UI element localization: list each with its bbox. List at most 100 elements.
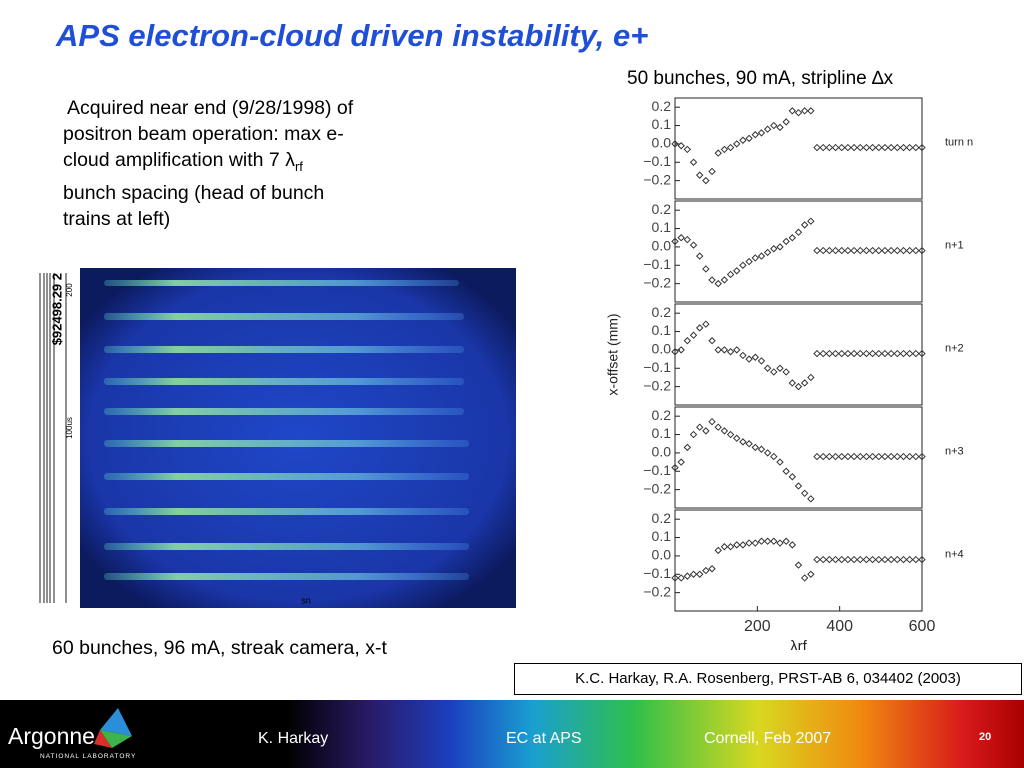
point xyxy=(751,353,759,361)
point xyxy=(918,349,926,358)
point xyxy=(844,349,852,358)
point xyxy=(893,452,902,461)
point xyxy=(763,537,772,545)
point xyxy=(757,357,766,365)
point xyxy=(677,346,685,354)
point xyxy=(831,246,840,255)
text-line: bunch spacing (head of bunch xyxy=(63,181,325,204)
point xyxy=(689,570,698,578)
y-tick-label: 0.2 xyxy=(652,98,672,114)
point xyxy=(763,364,772,372)
point xyxy=(844,143,852,152)
point xyxy=(856,143,864,152)
text-line: cloud amplification with 7 λrf xyxy=(63,147,463,180)
slide-title: APS electron-cloud driven instability, e… xyxy=(56,18,649,53)
point xyxy=(881,555,889,564)
point xyxy=(763,125,772,133)
text: cloud amplification with 7 λ xyxy=(63,149,295,171)
point xyxy=(788,473,797,481)
point xyxy=(708,565,716,573)
point xyxy=(893,246,902,255)
description: Acquired near end (9/28/1998) of positro… xyxy=(63,95,463,232)
y-tick-label: −0.2 xyxy=(643,480,671,496)
point xyxy=(819,555,827,564)
point xyxy=(856,246,864,255)
point xyxy=(813,349,821,358)
point xyxy=(763,449,772,457)
point xyxy=(776,458,784,466)
point xyxy=(918,143,926,152)
point xyxy=(677,458,685,466)
point xyxy=(912,143,920,152)
point xyxy=(825,349,834,358)
stamp: $92498.29 2 xyxy=(49,273,64,345)
point xyxy=(813,143,821,152)
point xyxy=(807,107,815,115)
point xyxy=(683,572,692,580)
point xyxy=(733,140,741,148)
point xyxy=(726,543,735,551)
point xyxy=(751,254,759,262)
footer-topic: EC at APS xyxy=(506,730,582,747)
point xyxy=(813,555,821,564)
point xyxy=(677,234,685,242)
point xyxy=(887,246,895,255)
y-tick-label: 0.2 xyxy=(652,407,672,423)
point xyxy=(782,368,790,376)
point xyxy=(720,346,729,354)
point xyxy=(875,555,883,564)
y-tick-label: 0.1 xyxy=(652,528,672,544)
point xyxy=(683,145,692,154)
point xyxy=(739,261,747,269)
image-label: 100us xyxy=(65,417,74,439)
y-tick-label: 0.0 xyxy=(652,547,672,563)
point xyxy=(807,217,815,225)
point xyxy=(763,248,772,257)
point xyxy=(776,364,784,372)
footer-author: K. Harkay xyxy=(258,730,329,747)
panel-frame xyxy=(674,200,923,303)
panel-label: turn n xyxy=(945,136,973,148)
panel-label: n+1 xyxy=(945,239,964,251)
logo-text: Argonne xyxy=(8,723,95,749)
caption: 60 bunches, 96 mA, streak camera, x-t xyxy=(52,637,387,659)
point xyxy=(850,555,858,564)
point xyxy=(825,143,834,152)
point xyxy=(671,140,679,148)
point xyxy=(881,143,889,152)
point xyxy=(671,348,679,356)
point xyxy=(850,143,858,152)
point xyxy=(875,452,883,461)
point xyxy=(695,570,704,578)
point xyxy=(881,349,889,358)
image-label: sn xyxy=(301,595,311,605)
point xyxy=(720,276,729,284)
point xyxy=(757,537,766,545)
point xyxy=(782,467,790,475)
point xyxy=(739,438,747,446)
point xyxy=(757,445,766,453)
point xyxy=(899,555,908,564)
y-axis-label: x-offset (mm) xyxy=(605,313,621,395)
point xyxy=(702,176,710,185)
point xyxy=(875,349,883,358)
x-axis-label: λrf xyxy=(790,638,807,650)
point xyxy=(733,434,741,442)
point xyxy=(844,555,852,564)
point xyxy=(751,539,759,547)
point xyxy=(899,246,908,255)
point xyxy=(776,123,784,132)
point xyxy=(899,452,908,461)
text-line: positron beam operation: max e- xyxy=(63,123,344,145)
y-tick-label: −0.2 xyxy=(643,171,671,187)
point xyxy=(726,348,735,356)
panel-label: n+3 xyxy=(945,445,964,457)
point xyxy=(918,246,926,255)
point xyxy=(807,570,815,578)
point xyxy=(726,143,735,152)
point xyxy=(850,246,858,255)
point xyxy=(862,143,871,152)
point xyxy=(819,452,827,461)
panel-frame xyxy=(674,406,923,509)
point xyxy=(862,555,871,564)
